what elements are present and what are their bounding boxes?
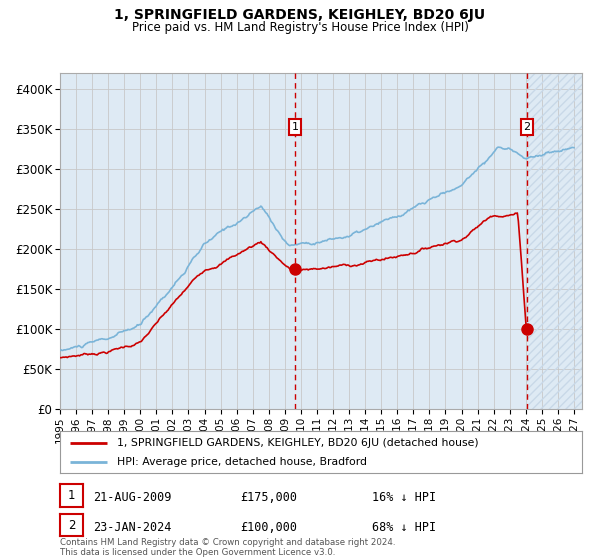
Text: Contains HM Land Registry data © Crown copyright and database right 2024.
This d: Contains HM Land Registry data © Crown c… — [60, 538, 395, 557]
Text: 2: 2 — [523, 122, 530, 132]
Text: 1, SPRINGFIELD GARDENS, KEIGHLEY, BD20 6JU: 1, SPRINGFIELD GARDENS, KEIGHLEY, BD20 6… — [115, 8, 485, 22]
Text: 2: 2 — [68, 519, 75, 531]
Text: £100,000: £100,000 — [240, 521, 297, 534]
Bar — [527, 73, 582, 409]
Bar — [527, 73, 582, 409]
Text: 23-JAN-2024: 23-JAN-2024 — [93, 521, 172, 534]
Text: 1: 1 — [68, 489, 75, 502]
Text: 68% ↓ HPI: 68% ↓ HPI — [372, 521, 436, 534]
Text: 21-AUG-2009: 21-AUG-2009 — [93, 491, 172, 504]
Text: 16% ↓ HPI: 16% ↓ HPI — [372, 491, 436, 504]
Text: 1: 1 — [292, 122, 299, 132]
Text: HPI: Average price, detached house, Bradford: HPI: Average price, detached house, Brad… — [118, 457, 367, 467]
Text: Price paid vs. HM Land Registry's House Price Index (HPI): Price paid vs. HM Land Registry's House … — [131, 21, 469, 34]
Text: 1, SPRINGFIELD GARDENS, KEIGHLEY, BD20 6JU (detached house): 1, SPRINGFIELD GARDENS, KEIGHLEY, BD20 6… — [118, 437, 479, 447]
Text: £175,000: £175,000 — [240, 491, 297, 504]
